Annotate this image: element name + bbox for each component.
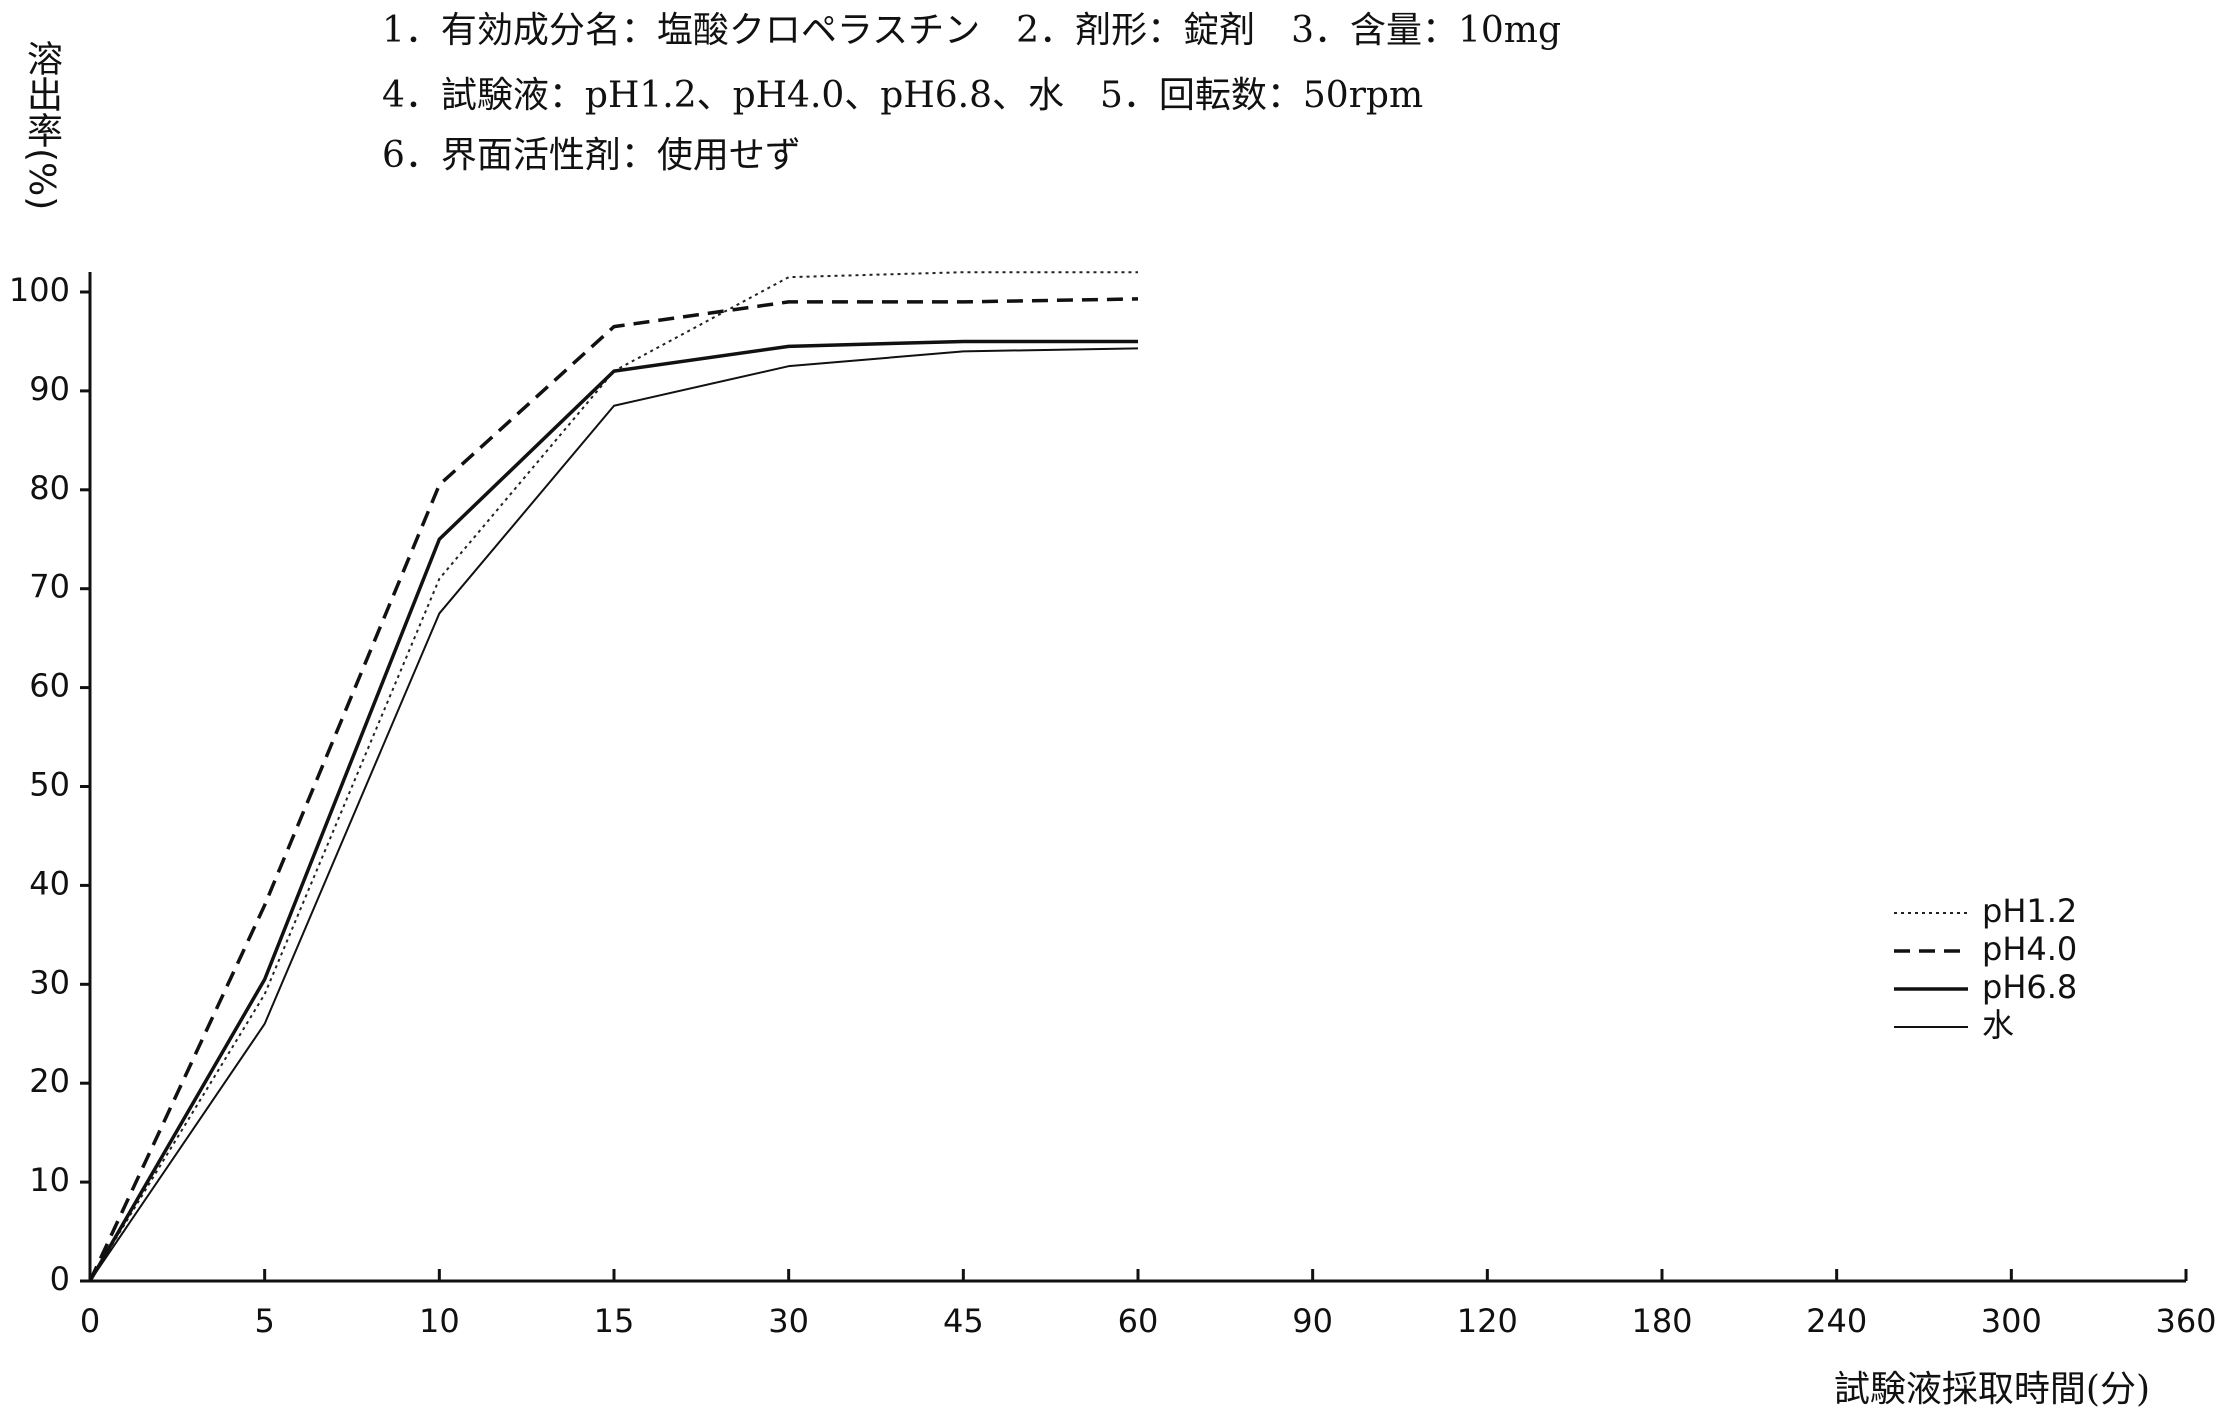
series-line — [89, 347, 1139, 1282]
y-tick-label: 0 — [50, 1260, 70, 1298]
legend-label: pH1.2 — [1982, 892, 2077, 930]
y-tick-label: 100 — [9, 271, 70, 309]
y-tick-label: 90 — [29, 370, 70, 408]
legend-label: 水 — [1982, 1006, 2014, 1044]
annotation: 6．界面活性剤：使用せず — [382, 135, 801, 176]
x-axis-label: 試験液採取時間(分) — [1834, 1369, 2150, 1410]
legend-label: pH6.8 — [1982, 968, 2077, 1006]
x-tick-label: 360 — [2155, 1302, 2216, 1340]
y-tick-label: 30 — [29, 963, 70, 1001]
x-tick-label: 45 — [943, 1302, 984, 1340]
series-line — [89, 271, 1138, 1282]
y-tick-label: 70 — [29, 568, 70, 606]
series-line — [88, 297, 1139, 1282]
x-tick-label: 300 — [1981, 1302, 2042, 1340]
annotation: 1．有効成分名：塩酸クロペラスチン 2．剤形：錠剤 3．含量：10mg — [382, 10, 1561, 51]
y-axis-label: 溶出率(%) — [21, 40, 62, 211]
x-tick-label: 15 — [594, 1302, 635, 1340]
x-tick-label: 10 — [419, 1302, 460, 1340]
y-tick-label: 20 — [29, 1062, 70, 1100]
x-tick-label: 0 — [80, 1302, 100, 1340]
annotation: 4．試験液：pH1.2、pH4.0、pH6.8、水 5．回転数：50rpm — [382, 75, 1423, 116]
y-tick-label: 80 — [29, 469, 70, 507]
x-tick-label: 60 — [1118, 1302, 1159, 1340]
x-tick-label: 180 — [1631, 1302, 1692, 1340]
x-tick-label: 5 — [254, 1302, 274, 1340]
y-tick-label: 60 — [29, 667, 70, 705]
x-tick-label: 120 — [1457, 1302, 1518, 1340]
x-tick-label: 240 — [1806, 1302, 1867, 1340]
legend-label: pH4.0 — [1982, 930, 2077, 968]
y-tick-label: 50 — [29, 766, 70, 804]
series-line — [88, 339, 1138, 1282]
x-tick-label: 90 — [1292, 1302, 1333, 1340]
y-tick-label: 10 — [29, 1161, 70, 1199]
y-tick-label: 40 — [29, 864, 70, 902]
x-tick-label: 30 — [768, 1302, 809, 1340]
